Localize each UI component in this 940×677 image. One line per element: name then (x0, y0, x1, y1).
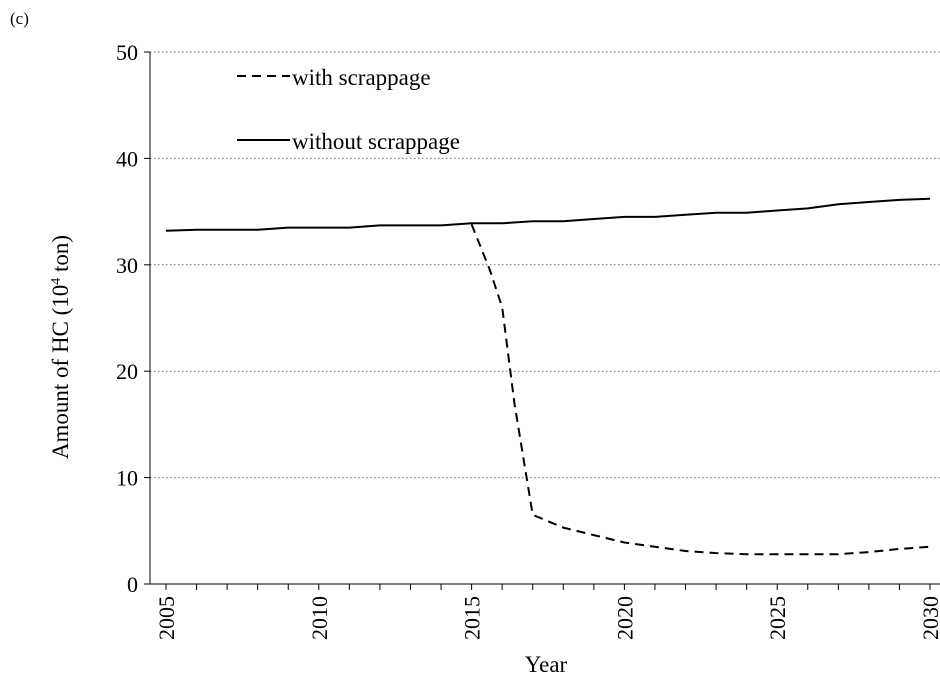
legend-label-without-scrappage: without scrappage (292, 129, 460, 154)
y-tick-label-10: 10 (116, 466, 138, 491)
x-tick-label-2015: 2015 (460, 596, 485, 640)
x-axis-ticks: 2005 2010 2015 2020 2025 2030 (154, 584, 940, 640)
y-axis-title: Amount of HC (104 ton) (48, 235, 73, 459)
y-tick-label-50: 50 (116, 40, 138, 65)
panel-label: (c) (10, 9, 29, 28)
series-lines (165, 197, 931, 556)
y-axis-title-main: Amount of HC (10 (48, 285, 73, 459)
y-tick-label-40: 40 (116, 146, 138, 171)
x-tick-label-2010: 2010 (307, 596, 332, 640)
axes (149, 52, 940, 585)
gridlines (150, 51, 940, 479)
x-tick-label-2030: 2030 (918, 596, 940, 640)
series-line-without-scrappage (165, 197, 931, 232)
y-axis-ticks: 0 10 20 30 40 50 (116, 40, 150, 597)
x-tick-label-2005: 2005 (154, 596, 179, 640)
y-tick-label-30: 30 (116, 253, 138, 278)
series-line-with-scrappage (470, 224, 931, 556)
y-tick-label-20: 20 (116, 359, 138, 384)
legend-label-with-scrappage: with scrappage (292, 65, 431, 90)
y-tick-label-0: 0 (127, 572, 138, 597)
y-axis-title-superscript: 4 (49, 278, 64, 285)
legend: with scrappage without scrappage (237, 65, 460, 154)
y-axis-title-suffix: ton) (48, 235, 73, 278)
x-axis-title: Year (525, 652, 568, 677)
x-tick-label-2025: 2025 (765, 596, 790, 640)
x-tick-label-2020: 2020 (612, 596, 637, 640)
